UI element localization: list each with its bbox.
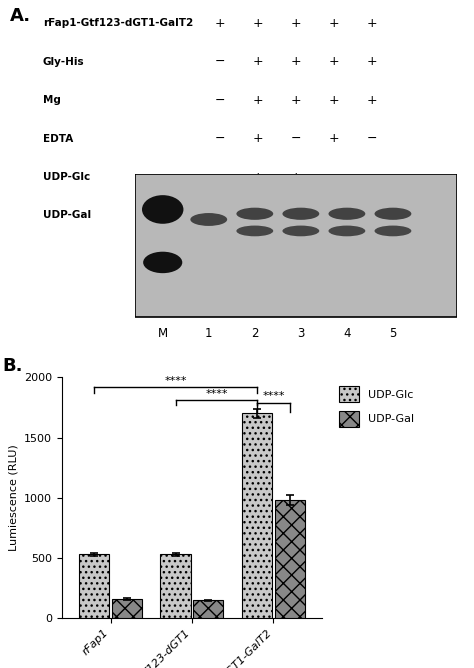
Ellipse shape — [328, 226, 365, 236]
Bar — [135, 174, 457, 317]
Text: +: + — [253, 170, 264, 184]
Bar — [79, 554, 109, 618]
Text: +: + — [367, 209, 377, 222]
Text: +: + — [329, 55, 339, 68]
Text: +: + — [253, 94, 264, 107]
Text: A.: A. — [9, 7, 31, 25]
Ellipse shape — [328, 208, 365, 220]
Text: +: + — [329, 132, 339, 145]
Text: 1: 1 — [205, 327, 212, 340]
Bar — [274, 500, 305, 618]
Text: +: + — [291, 55, 301, 68]
Text: rFap1-Gtf123-dGT1-GalT2: rFap1-Gtf123-dGT1-GalT2 — [43, 19, 193, 28]
Text: 4: 4 — [343, 327, 351, 340]
Ellipse shape — [283, 208, 319, 220]
Legend: UDP-Glc, UDP-Gal: UDP-Glc, UDP-Gal — [336, 383, 418, 430]
Text: +: + — [291, 94, 301, 107]
Text: 3: 3 — [297, 327, 304, 340]
Text: +: + — [253, 55, 264, 68]
Text: 5: 5 — [389, 327, 397, 340]
Ellipse shape — [191, 213, 227, 226]
Ellipse shape — [237, 226, 273, 236]
Bar — [161, 554, 191, 618]
Text: −: − — [367, 170, 377, 184]
Text: −: − — [215, 209, 226, 222]
Text: −: − — [253, 209, 264, 222]
Text: Gly-His: Gly-His — [43, 57, 84, 67]
Text: +: + — [367, 94, 377, 107]
Text: ****: **** — [262, 391, 285, 401]
Text: ****: **** — [164, 376, 187, 386]
Ellipse shape — [143, 252, 182, 273]
Ellipse shape — [237, 208, 273, 220]
Bar — [242, 413, 273, 618]
Ellipse shape — [374, 208, 411, 220]
Text: −: − — [329, 170, 339, 184]
Text: UDP-Gal: UDP-Gal — [43, 210, 91, 220]
Text: +: + — [291, 170, 301, 184]
Text: 2: 2 — [251, 327, 258, 340]
Ellipse shape — [142, 195, 183, 224]
Text: +: + — [367, 55, 377, 68]
Text: UDP-Glc: UDP-Glc — [43, 172, 90, 182]
Text: B.: B. — [2, 357, 23, 375]
Y-axis label: Lumiescence (RLU): Lumiescence (RLU) — [8, 444, 18, 551]
Text: +: + — [329, 94, 339, 107]
Text: −: − — [367, 132, 377, 145]
Text: −: − — [215, 55, 226, 68]
Text: Mg: Mg — [43, 96, 61, 105]
Text: +: + — [253, 17, 264, 30]
Text: +: + — [329, 17, 339, 30]
Text: ****: **** — [205, 389, 228, 399]
Text: −: − — [215, 132, 226, 145]
Ellipse shape — [283, 226, 319, 236]
Text: M: M — [158, 327, 168, 340]
Text: +: + — [367, 17, 377, 30]
Text: EDTA: EDTA — [43, 134, 73, 144]
Text: +: + — [291, 17, 301, 30]
Text: −: − — [215, 170, 226, 184]
Text: +: + — [329, 209, 339, 222]
Text: −: − — [291, 132, 301, 145]
Text: +: + — [215, 17, 226, 30]
Bar — [193, 601, 223, 618]
Ellipse shape — [374, 226, 411, 236]
Bar — [111, 599, 142, 618]
Text: +: + — [253, 132, 264, 145]
Text: −: − — [215, 94, 226, 107]
Text: −: − — [291, 209, 301, 222]
